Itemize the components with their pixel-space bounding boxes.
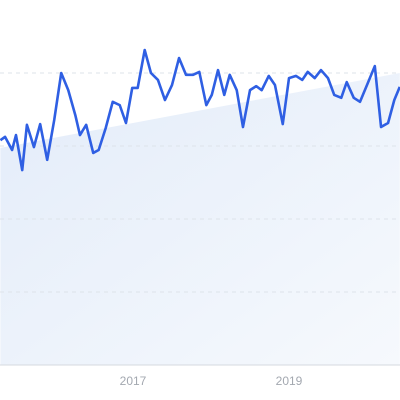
x-tick-label: 2017 [120,374,147,388]
data-line [0,48,400,172]
x-tick-label: 2019 [276,374,303,388]
